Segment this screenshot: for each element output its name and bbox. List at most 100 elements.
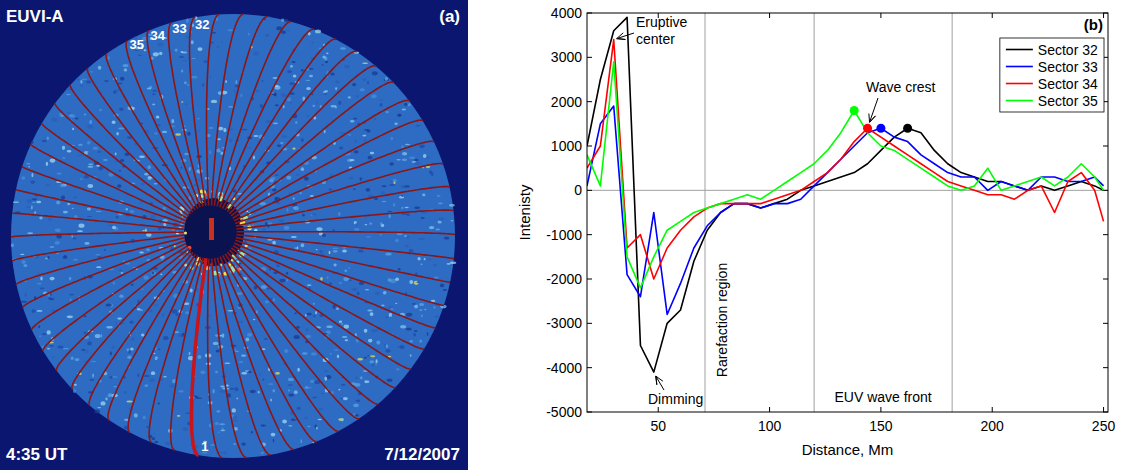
texture-speck [297,246,299,249]
texture-speck [297,407,301,410]
texture-speck [113,281,116,284]
sector-line [108,254,196,420]
texture-speck [70,298,72,301]
texture-speck [306,115,309,118]
texture-speck [410,340,413,342]
texture-speck [61,196,65,200]
texture-speck [96,211,102,212]
texture-speck [306,87,311,90]
texture-speck [342,249,347,252]
texture-speck [265,34,269,38]
texture-speck [348,134,352,136]
region-boundary [705,13,706,412]
texture-speck [417,281,420,283]
texture-speck [354,139,357,142]
annotation-arrow-head [656,376,663,385]
texture-speck [444,237,450,240]
texture-speck [227,29,233,31]
texture-speck [370,152,374,154]
texture-speck [144,375,150,377]
x-tick-label: 50 [650,418,666,434]
texture-speck [396,159,400,160]
texture-speck [429,226,434,229]
texture-speck [191,40,194,44]
texture-speck [197,130,201,131]
texture-speck [322,234,326,237]
texture-speck [390,308,393,310]
y-tick-label: 1000 [551,138,582,154]
texture-speck [394,122,397,125]
sector-line [16,238,184,285]
texture-speck [251,431,253,433]
texture-speck [84,242,89,245]
texture-speck [380,103,383,107]
texture-speck [438,217,444,221]
texture-speck [355,376,358,379]
texture-speck [443,289,447,291]
texture-speck [273,439,275,443]
texture-speck [315,30,321,34]
sector-line [55,103,189,216]
texture-speck [261,285,267,289]
legend-swatch [1006,83,1033,85]
texture-speck [67,112,71,114]
annotation: Eruptivecenter [636,14,688,47]
y-axis-title: Intenisty [516,184,533,240]
texture-speck [62,157,65,159]
texture-speck [112,346,115,349]
y-tick [1103,367,1108,368]
texture-speck [220,147,225,151]
series-line [587,17,1104,372]
texture-speck [96,266,101,268]
texture-speck [80,84,83,87]
panel-label: (b) [1084,16,1103,33]
texture-speck [339,147,343,150]
texture-speck [270,399,272,402]
texture-speck [52,356,54,359]
sector-line [222,39,336,208]
y-tick-label: -4000 [546,360,582,376]
texture-speck [291,236,297,238]
texture-speck [402,158,407,161]
texture-speck [260,202,266,205]
texture-speck [213,389,215,393]
texture-speck [421,217,425,219]
texture-speck [26,206,32,208]
texture-speck [376,359,378,363]
y-tick-label: 2000 [551,94,582,110]
series-group [587,17,1104,372]
texture-speck [165,442,171,445]
texture-speck [159,52,162,55]
legend-label: Sector 33 [1038,59,1098,75]
texture-speck [63,255,68,259]
texture-speck [338,418,343,421]
texture-speck [387,211,392,212]
texture-speck [366,236,372,237]
legend-swatch [1006,49,1033,51]
texture-speck [48,297,51,300]
sector-line [56,248,189,371]
texture-speck [389,162,393,165]
texture-speck [260,104,263,108]
texture-speck [286,272,288,275]
texture-speck [99,109,102,112]
texture-speck [81,79,87,80]
texture-speck [339,132,345,134]
texture-speck [386,111,389,113]
texture-speck [31,141,34,144]
sector-line [190,17,206,206]
texture-speck [87,216,93,217]
texture-speck [31,309,35,313]
texture-speck [46,184,50,186]
texture-speck [129,321,133,324]
texture-speck [178,333,181,337]
wave-crest-dot [876,124,885,133]
texture-speck [401,185,405,189]
image-caption: (a) [439,7,460,26]
texture-speck [293,75,297,78]
texture-speck [333,250,338,253]
texture-speck [389,214,391,218]
texture-speck [334,349,339,350]
texture-speck [154,133,158,135]
texture-speck [237,292,243,295]
